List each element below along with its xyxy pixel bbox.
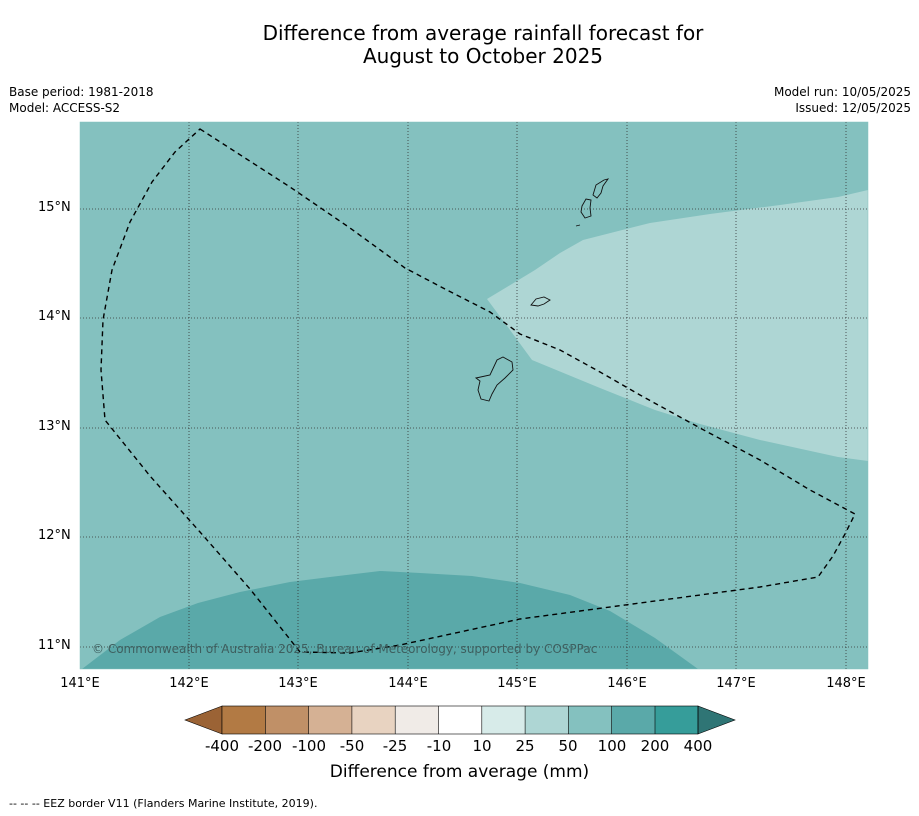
lon-label: 145°E: [497, 676, 537, 691]
lat-label: 11°N: [38, 638, 71, 653]
colorbar-extend-high: [697, 705, 736, 735]
island-guam: [474, 356, 514, 402]
model-name: Model: ACCESS-S2: [9, 101, 121, 115]
colorbar-tick: 25: [515, 737, 535, 755]
island-aguijan: [575, 224, 581, 227]
colorbar-tick: -400: [204, 737, 240, 755]
colorbar-tick: 400: [683, 737, 713, 755]
chart-title: Difference from average rainfall forecas…: [0, 22, 919, 68]
region-25-50: [487, 190, 868, 461]
colorbar-cell: [351, 706, 396, 734]
lat-label: 14°N: [38, 309, 71, 324]
colorbar-cell: [308, 706, 352, 734]
eez-border: [100, 128, 856, 654]
colorbar-cell: [222, 706, 266, 734]
meta-left: Base period: 1981-2018 Model: ACCESS-S2: [9, 84, 154, 116]
colorbar-cell: [611, 706, 655, 734]
meta-right: Model run: 10/05/2025 Issued: 12/05/2025: [774, 84, 911, 116]
colorbar-cell: [525, 706, 569, 734]
colorbar-tick: -10: [426, 737, 452, 755]
model-run: Model run: 10/05/2025: [773, 85, 911, 99]
colorbar-cell: [568, 706, 612, 734]
lon-label: 147°E: [716, 676, 756, 691]
colorbar-cell: [438, 706, 482, 734]
base-period: Base period: 1981-2018: [9, 85, 154, 99]
map-frame: [79, 121, 869, 670]
island-tinian: [580, 198, 592, 219]
region-100-200: [82, 571, 698, 669]
lon-label: 141°E: [60, 676, 100, 691]
colorbar-tick: 200: [640, 737, 670, 755]
colorbar-label: Difference from average (mm): [329, 762, 590, 782]
title-line-1: Difference from average rainfall forecas…: [262, 21, 704, 45]
colorbar-tick: 50: [558, 737, 578, 755]
lon-label: 142°E: [169, 676, 209, 691]
grid-lines: [80, 122, 868, 669]
colorbar-tick: -200: [247, 737, 283, 755]
lat-label: 13°N: [38, 419, 71, 434]
islands: [474, 178, 610, 402]
title-line-2: August to October 2025: [362, 44, 604, 68]
colorbar-extend-low: [184, 705, 223, 735]
colorbar-cell: [481, 706, 526, 734]
colorbar-tick: -25: [382, 737, 408, 755]
colorbar-cell: [395, 706, 439, 734]
lat-label: 12°N: [38, 528, 71, 543]
lat-label: 15°N: [38, 200, 71, 215]
footnote: -- -- -- EEZ border V11 (Flanders Marine…: [9, 797, 318, 810]
colorbar-tick: -100: [291, 737, 327, 755]
lon-label: 144°E: [388, 676, 428, 691]
lon-label: 148°E: [826, 676, 866, 691]
colorbar-cell: [265, 706, 309, 734]
lon-label: 146°E: [607, 676, 647, 691]
colorbar-cell: [655, 706, 698, 734]
colorbar-tick: -50: [339, 737, 365, 755]
lon-label: 143°E: [278, 676, 318, 691]
issued-date: Issued: 12/05/2025: [795, 101, 911, 115]
colorbar-tick: 100: [597, 737, 627, 755]
colorbar: [184, 705, 736, 735]
island-saipan: [592, 178, 610, 199]
colorbar-tick: 10: [472, 737, 492, 755]
island-rota: [530, 296, 551, 307]
copyright-notice: © Commonwealth of Australia 2025, Bureau…: [92, 642, 598, 656]
